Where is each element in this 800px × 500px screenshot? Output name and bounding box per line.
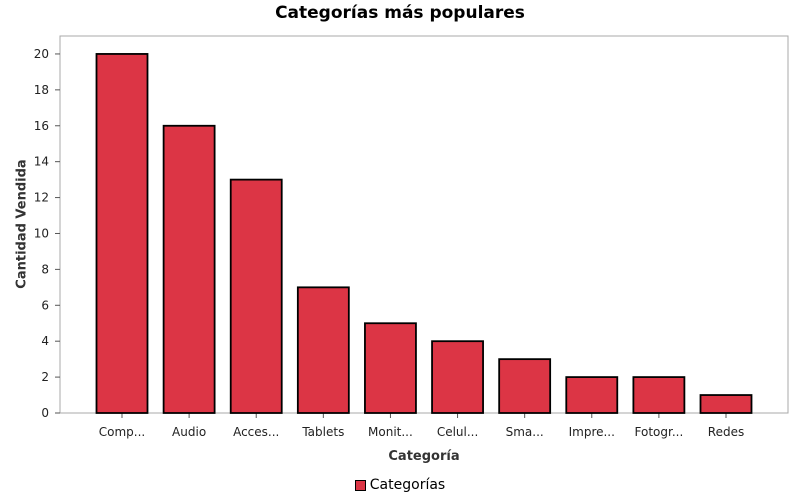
x-tick-label: Celul... — [437, 425, 478, 439]
y-tick-label: 12 — [34, 191, 49, 205]
bar — [498, 358, 552, 414]
y-tick-label: 8 — [41, 262, 49, 276]
bars — [95, 53, 753, 414]
x-tick-label: Acces... — [233, 425, 279, 439]
x-tick-label: Comp... — [99, 425, 145, 439]
x-tick-label: Impre... — [569, 425, 615, 439]
x-tick-label: Monit... — [368, 425, 413, 439]
bar — [632, 376, 686, 414]
y-tick-label: 4 — [41, 334, 49, 348]
y-tick-label: 20 — [34, 47, 49, 61]
y-tick-label: 18 — [34, 83, 49, 97]
x-axis-label: Categoría — [388, 449, 460, 464]
x-tick-label: Audio — [172, 425, 206, 439]
bar — [364, 322, 417, 414]
y-axis-label: Cantidad Vendida — [14, 159, 30, 289]
legend-item: Categorías — [354, 477, 446, 493]
bar — [162, 124, 216, 414]
x-tick-label: Sma... — [506, 425, 544, 439]
bar — [699, 394, 753, 414]
y-tick-label: 10 — [34, 226, 49, 240]
y-axis: 0 2 4 6 8 10 12 14 16 18 20 — [34, 47, 60, 420]
x-tick-label: Tablets — [301, 425, 344, 439]
x-tick-label: Redes — [708, 425, 744, 439]
legend: Categorías — [0, 477, 800, 495]
chart-title: Categorías más populares — [275, 3, 525, 23]
x-axis: Comp... Audio Acces... Tablets Monit... Celul… — [99, 413, 744, 439]
y-tick-label: 0 — [41, 406, 49, 420]
bar — [229, 178, 283, 414]
y-tick-label: 2 — [41, 370, 49, 384]
legend-swatch — [354, 479, 366, 491]
y-tick-label: 16 — [34, 119, 49, 133]
bar — [95, 53, 149, 414]
bar — [565, 376, 619, 414]
x-tick-label: Fotogr... — [635, 425, 684, 439]
y-tick-label: 14 — [34, 155, 49, 169]
legend-label: Categorías — [369, 477, 446, 493]
bar — [431, 340, 484, 414]
y-tick-label: 6 — [41, 298, 49, 312]
bar — [296, 286, 350, 414]
